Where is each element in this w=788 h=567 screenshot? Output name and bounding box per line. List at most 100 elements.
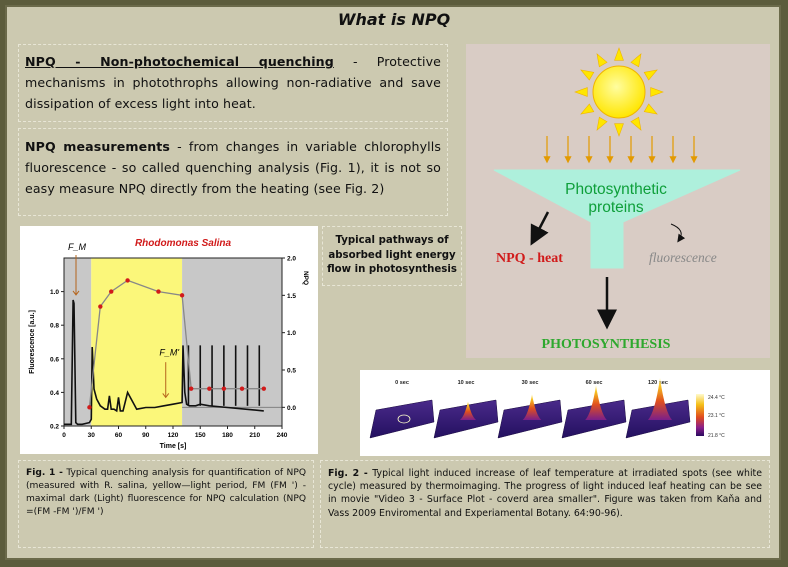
fm-prime-arrow-head [162,393,170,399]
thermo-frame: 0 sec [369,380,435,439]
npq-heat-label: NPQ - heat [496,251,563,266]
npq-point [239,386,245,391]
npq-definition-box: NPQ - Non-photochemical quenching - Prot… [18,44,448,122]
y-tick-label: 1.0 [50,289,59,296]
sun-ray [580,103,595,115]
y-axis-label: Fluorescence [a.u.] [29,310,36,374]
funnel-label-line1: Photosynthetic [565,181,667,198]
npq-measurements-body: - from changes in variable chlorophylls … [25,139,441,196]
sun-ray [614,123,624,137]
scale-label-top: 24.4 °C [708,395,725,401]
light-period-region [91,258,183,426]
npq-arrow [530,211,550,246]
fluorescence-line [64,299,264,426]
heat-peak [459,401,477,420]
photosynthesis-label: PHOTOSYNTHESIS [542,337,671,352]
y2-tick-label: 0.5 [287,368,296,375]
dark-period-region [64,258,92,426]
fig2-caption-text: Typical light induced increase of leaf t… [328,468,762,519]
npq-definition-text: NPQ - Non-photochemical quenching - Prot… [25,51,441,114]
y2-tick-label: 0.0 [287,405,296,412]
funnel-shape [493,169,741,269]
fig1-caption: Fig. 1 - Typical quenching analysis for … [26,467,306,519]
y2-tick-label: 1.0 [287,330,296,337]
heat-peak [648,378,672,420]
sun-ray [596,116,608,131]
pathway-caption-box: Typical pathways of absorbed light energ… [322,226,462,286]
page-title: What is NPQ [337,10,451,29]
y-tick-label: 0.8 [50,323,59,330]
temperature-scale-bar [696,394,704,436]
x-tick-label: 30 [88,432,96,439]
fluorescence-arrow [670,223,686,243]
y2-axis-label: NPQ [302,271,309,285]
sun-icon [592,65,646,119]
thermo-time-label: 120 sec [648,380,668,386]
x-tick-label: 240 [277,432,288,439]
sun-ray [614,47,624,61]
y-tick-label: 0.2 [50,424,59,431]
npq-point [125,278,130,283]
npq-measurements-box: NPQ measurements - from changes in varia… [18,128,448,216]
fluorescence-label: fluorescence [649,250,717,265]
npq-definition-body: - Protective mechanisms in photothrophs … [25,54,441,111]
leaf-plate [369,399,435,439]
fig1-chart: 0 30 60 90 120 150 180 210 240 0.2 0.4 0.6 0.8 1.0 0.0… [29,238,309,450]
irradiated-spot-circle [397,414,411,424]
npq-point [179,293,185,298]
thermo-image: 0 sec 10 sec 30 sec 60 sec 120 sec 24.4 °C 2… [369,378,725,439]
sun-ray [580,69,595,81]
x-tick-label: 150 [195,432,206,439]
npq-point [221,386,227,391]
thermo-frame: 60 sec [561,380,627,439]
npq-point [87,405,92,410]
sun-ray [630,116,642,131]
heat-peak [585,385,607,420]
fm-prime-annotation: F_M' [159,347,179,357]
fig1-caption-box: Fig. 1 - Typical quenching analysis for … [18,460,314,548]
sun-ray [630,53,642,68]
npq-term: NPQ - Non-photochemical quenching [25,54,334,69]
sun-ray [643,69,658,81]
funnel-label-line2: proteins [588,199,643,216]
thermo-frame: 120 sec [625,378,691,439]
heat-peak [522,394,542,420]
npq-point [98,304,103,309]
fm-annotation: F_M [68,242,87,252]
thermo-frame: 30 sec [497,380,563,439]
fig2-caption-box: Fig. 2 - Typical light induced increase … [320,460,770,548]
thermo-time-label: 0 sec [395,380,409,386]
fig1-caption-text: Typical quenching analysis for quantific… [26,468,307,517]
light-arrows [543,136,698,164]
x-axis-label: Time [s] [160,443,187,450]
x-tick-label: 60 [115,432,123,439]
x-tick-label: 90 [142,432,150,439]
x-tick-label: 0 [62,432,66,439]
scale-label-bottom: 21.8 °C [708,433,725,439]
chart-title: Rhodomonas Salina [135,238,232,249]
fig1-caption-prefix: Fig. 1 - [26,468,63,478]
sun-rays [574,47,664,137]
thermo-time-label: 10 sec [458,380,475,386]
scale-label-mid: 23.1 °C [708,413,725,419]
npq-point [156,289,161,294]
fig2-caption: Fig. 2 - Typical light induced increase … [328,467,762,520]
y2-tick-label: 2.0 [287,256,296,263]
pathway-caption: Typical pathways of absorbed light energ… [327,235,457,275]
x-tick-label: 180 [222,432,233,439]
npq-point [261,386,267,391]
y2-tick-label: 1.5 [287,293,296,300]
thermo-time-label: 60 sec [586,380,603,386]
y-tick-label: 0.4 [50,390,59,397]
npq-measurements-term: NPQ measurements [25,139,171,154]
sun-ray [650,87,664,97]
npq-point [109,289,114,294]
thermo-frame: 10 sec [433,380,499,439]
npq-point [188,386,194,391]
npq-diagram: Photosynthetic proteins NPQ - heat fluor… [493,47,741,352]
sun-ray [574,87,588,97]
thermo-time-label: 30 sec [522,380,539,386]
sun-ray [596,53,608,68]
fm-arrow-head [72,290,80,296]
dark-period-region [182,258,282,426]
